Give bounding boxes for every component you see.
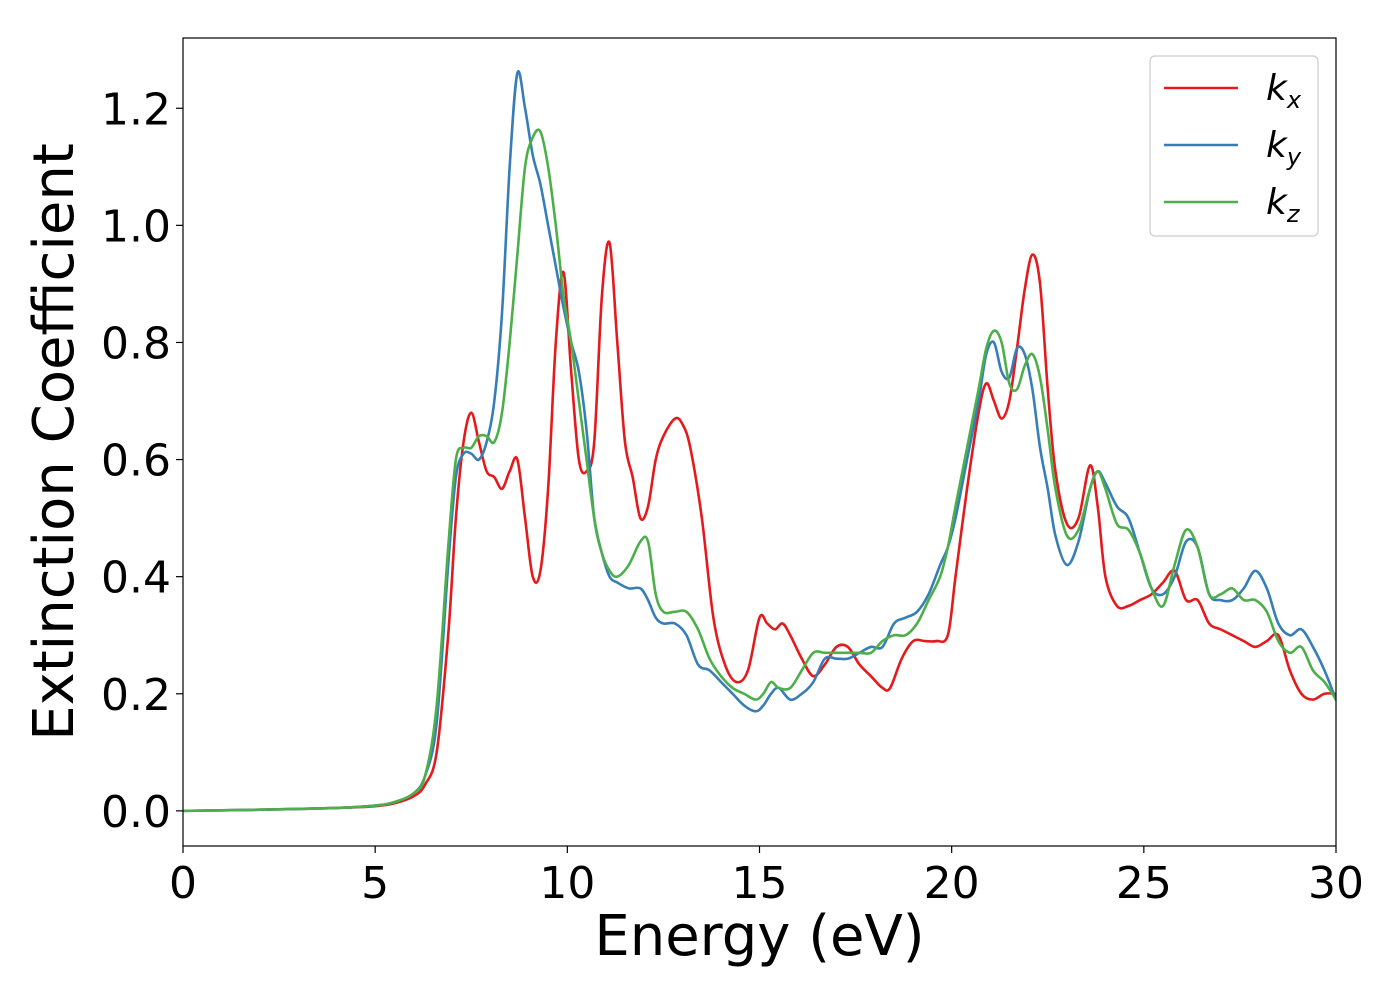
- legend-label: kz: [1266, 182, 1301, 228]
- x-axis-ticks: 0 5 10 15 20 25 30: [169, 846, 1364, 909]
- y-axis-ticks: 0.0 0.2 0.4 0.6 0.8 1.0 1.2: [101, 84, 183, 838]
- x-tick-label: 20: [924, 858, 980, 909]
- y-tick-label: 1.2: [101, 84, 171, 135]
- legend-item-ky: ky: [1164, 125, 1302, 171]
- legend-label: kx: [1266, 68, 1302, 114]
- series-line-kx: [183, 240, 1336, 813]
- legend-item-kx: kx: [1164, 68, 1302, 114]
- x-axis-title: Energy (eV): [594, 904, 924, 969]
- y-tick-label: 1.0: [101, 201, 171, 252]
- y-tick-label: 0.4: [101, 553, 171, 604]
- legend: kx ky kz: [1149, 55, 1319, 237]
- series-line-kz: [183, 128, 1336, 813]
- legend-items: kx ky kz: [1164, 68, 1302, 228]
- series-layer: [183, 69, 1336, 813]
- x-tick-label: 15: [732, 858, 788, 909]
- x-tick-label: 30: [1308, 858, 1364, 909]
- x-tick-label: 5: [361, 858, 389, 909]
- y-tick-label: 0.0: [101, 787, 171, 838]
- y-axis-title: Extinction Coefficient: [22, 143, 87, 741]
- x-tick-label: 0: [169, 858, 197, 909]
- x-tick-label: 10: [539, 858, 595, 909]
- x-tick-label: 25: [1116, 858, 1172, 909]
- y-tick-label: 0.6: [101, 436, 171, 487]
- legend-label: ky: [1266, 125, 1302, 171]
- y-tick-label: 0.2: [101, 670, 171, 721]
- y-tick-label: 0.8: [101, 318, 171, 369]
- legend-item-kz: kz: [1164, 182, 1301, 228]
